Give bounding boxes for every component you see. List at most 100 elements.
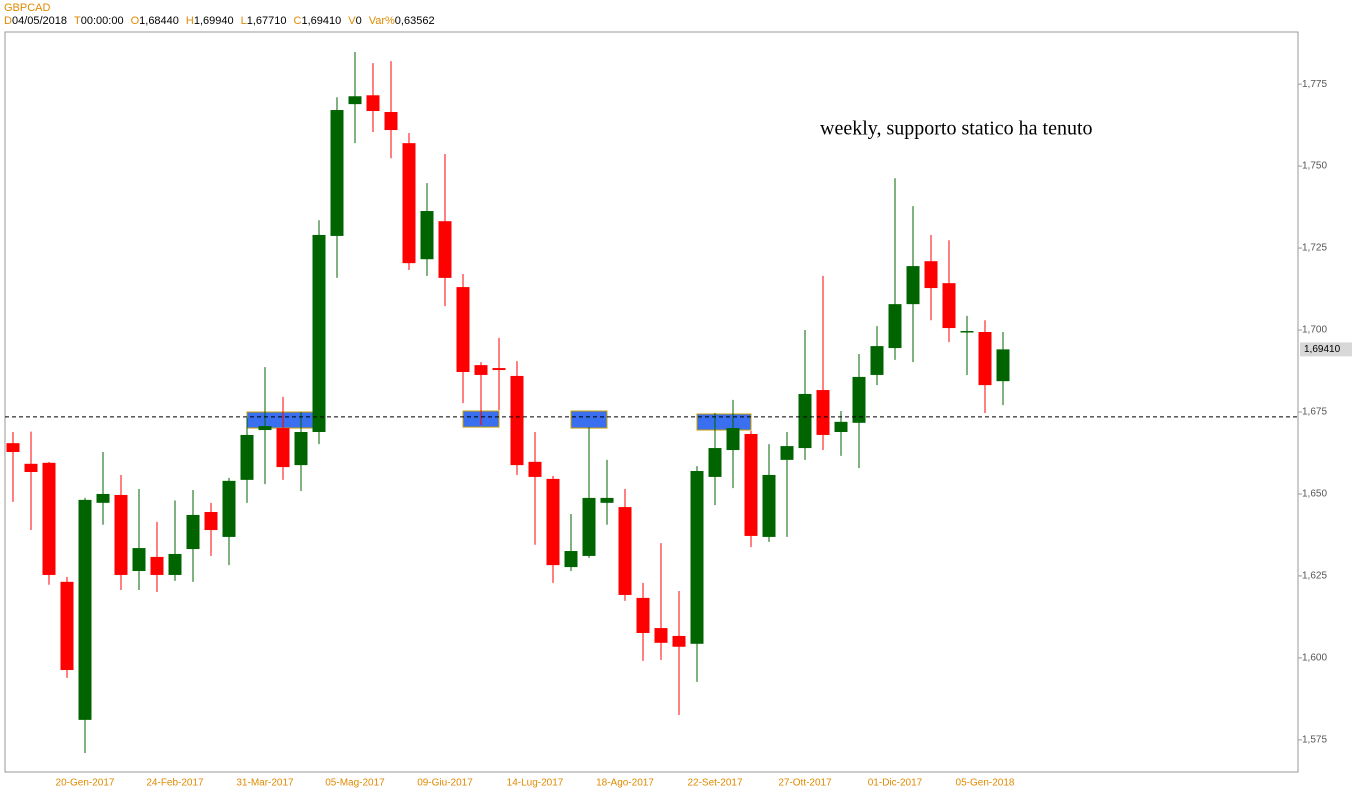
x-tick-label: 18-Ago-2017 — [596, 778, 654, 789]
candle-body — [474, 365, 488, 375]
candle-body — [294, 432, 308, 466]
field-value: 00:00:00 — [80, 15, 124, 27]
candle-body — [546, 478, 560, 566]
candle-body — [726, 428, 740, 451]
candle-body — [420, 211, 434, 260]
field-key: Var% — [368, 15, 395, 27]
x-tick-label: 24-Feb-2017 — [146, 778, 204, 789]
candle-body — [330, 110, 344, 236]
candle-body — [276, 428, 290, 468]
candle-body — [690, 471, 704, 644]
candle-body — [492, 368, 506, 371]
candle-body — [978, 332, 992, 386]
candle-body — [888, 304, 902, 349]
candle-body — [780, 446, 794, 460]
candle-body — [402, 143, 416, 264]
candle-body — [168, 553, 182, 575]
candle-body — [744, 433, 758, 536]
candle-body — [114, 494, 128, 575]
candle-body — [528, 461, 542, 477]
candle-body — [996, 349, 1010, 382]
support-zone — [570, 410, 608, 429]
y-tick-label: 1,700 — [1302, 325, 1327, 336]
field-value: 1,68440 — [139, 15, 179, 27]
header-fields: D04/05/2018 T00:00:00 O1,68440 H1,69940 L1,6… — [4, 15, 442, 28]
last-price-label: 1,69410 — [1304, 344, 1341, 355]
last-price-box — [1300, 342, 1352, 357]
candle-body — [636, 597, 650, 633]
field-key: O — [130, 15, 140, 27]
candle-body — [60, 581, 74, 671]
field-key: T — [74, 15, 81, 27]
candle-body — [312, 234, 326, 432]
field-value: 0,63562 — [394, 15, 435, 27]
plot-frame — [4, 31, 1299, 773]
field-key: D — [4, 15, 12, 27]
header: GBPCAD D04/05/2018 T00:00:00 O1,68440 H1,69… — [4, 2, 442, 28]
y-tick-label: 1,725 — [1302, 243, 1327, 254]
field-value: 1,69410 — [301, 15, 342, 27]
candle-body — [654, 628, 668, 643]
field-key: H — [185, 15, 194, 27]
candle-body — [24, 463, 38, 472]
field-value: 1,69940 — [193, 15, 234, 27]
candle-body — [78, 499, 92, 720]
candle-body — [510, 375, 524, 466]
field-value: 04/05/2018 — [11, 15, 68, 27]
candle-body — [906, 266, 920, 305]
annotation: weekly, supporto statico ha tenuto — [820, 118, 1093, 140]
symbol: GBPCAD — [4, 2, 51, 14]
x-tick-label: 27-Ott-2017 — [778, 778, 832, 789]
candle-body — [762, 474, 776, 537]
candle-body — [42, 462, 56, 575]
x-tick-label: 14-Lug-2017 — [507, 778, 564, 789]
y-tick-label: 1,625 — [1302, 571, 1327, 582]
candle-body — [672, 635, 686, 647]
candle-body — [816, 390, 830, 435]
y-tick-label: 1,600 — [1302, 653, 1327, 664]
field-key: V — [348, 15, 356, 27]
y-tick-label: 1,575 — [1302, 735, 1327, 746]
candle-body — [186, 514, 200, 550]
candle-body — [222, 480, 236, 537]
x-tick-label: 22-Set-2017 — [687, 778, 742, 789]
candle-body — [366, 95, 380, 112]
candle-body — [384, 112, 398, 131]
x-tick-label: 09-Giu-2017 — [417, 778, 473, 789]
candle-body — [132, 548, 146, 572]
y-tick-label: 1,675 — [1302, 407, 1327, 418]
x-tick-label: 05-Gen-2018 — [956, 778, 1015, 789]
candle-body — [942, 283, 956, 329]
y-tick-label: 1,650 — [1302, 489, 1327, 500]
field-key: L — [240, 15, 247, 27]
candle-body — [582, 497, 596, 556]
x-tick-label: 31-Mar-2017 — [236, 778, 294, 789]
candle-body — [798, 393, 812, 449]
candle-body — [348, 96, 362, 105]
candle-body — [456, 287, 470, 372]
candle-body — [240, 434, 254, 480]
candle-body — [600, 497, 614, 503]
candle-body — [438, 221, 452, 278]
candle-body — [258, 426, 272, 431]
candle-body — [834, 421, 848, 432]
candle-body — [852, 376, 866, 423]
x-tick-label: 01-Dic-2017 — [868, 778, 923, 789]
support-zone — [696, 413, 752, 431]
candle-body — [150, 556, 164, 575]
candle-body — [924, 261, 938, 289]
field-value: 1,67710 — [246, 15, 287, 27]
x-tick-label: 20-Gen-2017 — [56, 778, 115, 789]
candle-body — [618, 507, 632, 595]
field-key: C — [293, 15, 302, 27]
candle-body — [870, 346, 884, 375]
candle-body — [564, 551, 578, 568]
candle-body — [204, 512, 218, 531]
x-tick-label: 05-Mag-2017 — [325, 778, 385, 789]
candle-body — [6, 443, 20, 452]
candle-body — [96, 493, 110, 503]
candle-body — [960, 331, 974, 333]
candle-body — [708, 448, 722, 477]
